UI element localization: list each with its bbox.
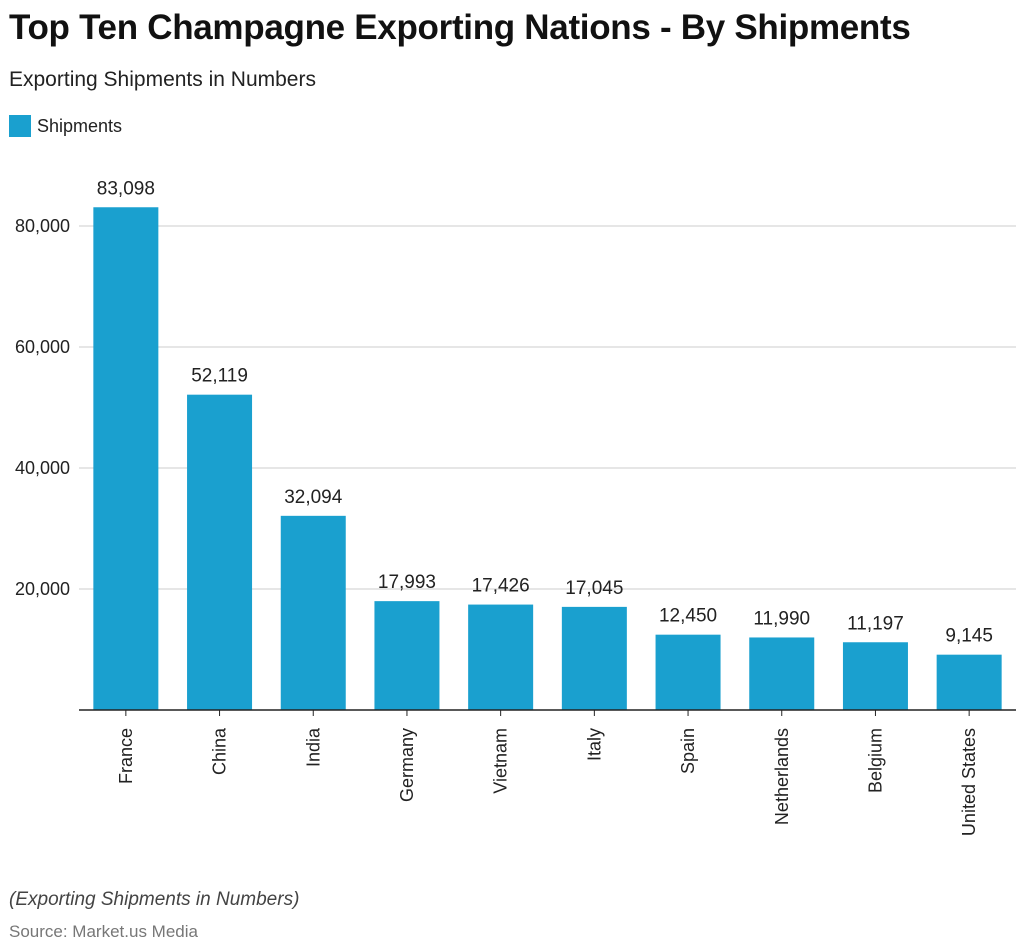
bar-germany [374,601,439,710]
source-note: Source: Market.us Media [9,922,198,942]
data-label: 11,197 [847,613,904,634]
bar-france [93,207,158,710]
bar-india [281,516,346,710]
x-tick-label: Netherlands [772,728,792,825]
x-tick-label: Germany [397,728,417,802]
data-label: 17,426 [472,576,530,597]
x-tick-label: Italy [584,728,604,761]
x-tick-label: France [116,728,136,784]
y-axis-tick-labels: 20,000 40,000 60,000 80,000 [15,216,70,599]
bar-spain [656,635,721,710]
bar-italy [562,607,627,710]
data-label: 83,098 [97,178,155,199]
data-label: 9,145 [945,626,993,647]
x-tick-label: China [210,727,230,775]
y-tick-label: 80,000 [15,216,70,236]
bar-china [187,395,252,710]
x-axis-tick-labels: France China India Germany Vietnam Italy Spain… [116,710,979,836]
data-label: 52,119 [191,366,248,387]
bars [93,207,1001,710]
data-label: 11,990 [753,608,810,629]
x-tick-label: Spain [678,728,698,774]
data-label: 12,450 [659,606,717,627]
x-tick-label: India [303,727,323,767]
y-tick-label: 20,000 [15,579,70,599]
bar-vietnam [468,605,533,710]
data-label: 17,045 [565,578,623,599]
footnote: (Exporting Shipments in Numbers) [9,889,299,911]
data-label: 32,094 [284,487,343,508]
data-label: 17,993 [378,572,436,593]
y-tick-label: 40,000 [15,458,70,478]
x-tick-label: Vietnam [491,728,511,794]
bar-chart: 20,000 40,000 60,000 80,000 83,098 52,119 32,… [0,0,1023,880]
x-tick-label: Belgium [865,728,885,793]
y-tick-label: 60,000 [15,337,70,357]
bar-netherlands [749,637,814,710]
bar-united-states [937,655,1002,710]
x-tick-label: United States [959,728,979,836]
bar-belgium [843,642,908,710]
